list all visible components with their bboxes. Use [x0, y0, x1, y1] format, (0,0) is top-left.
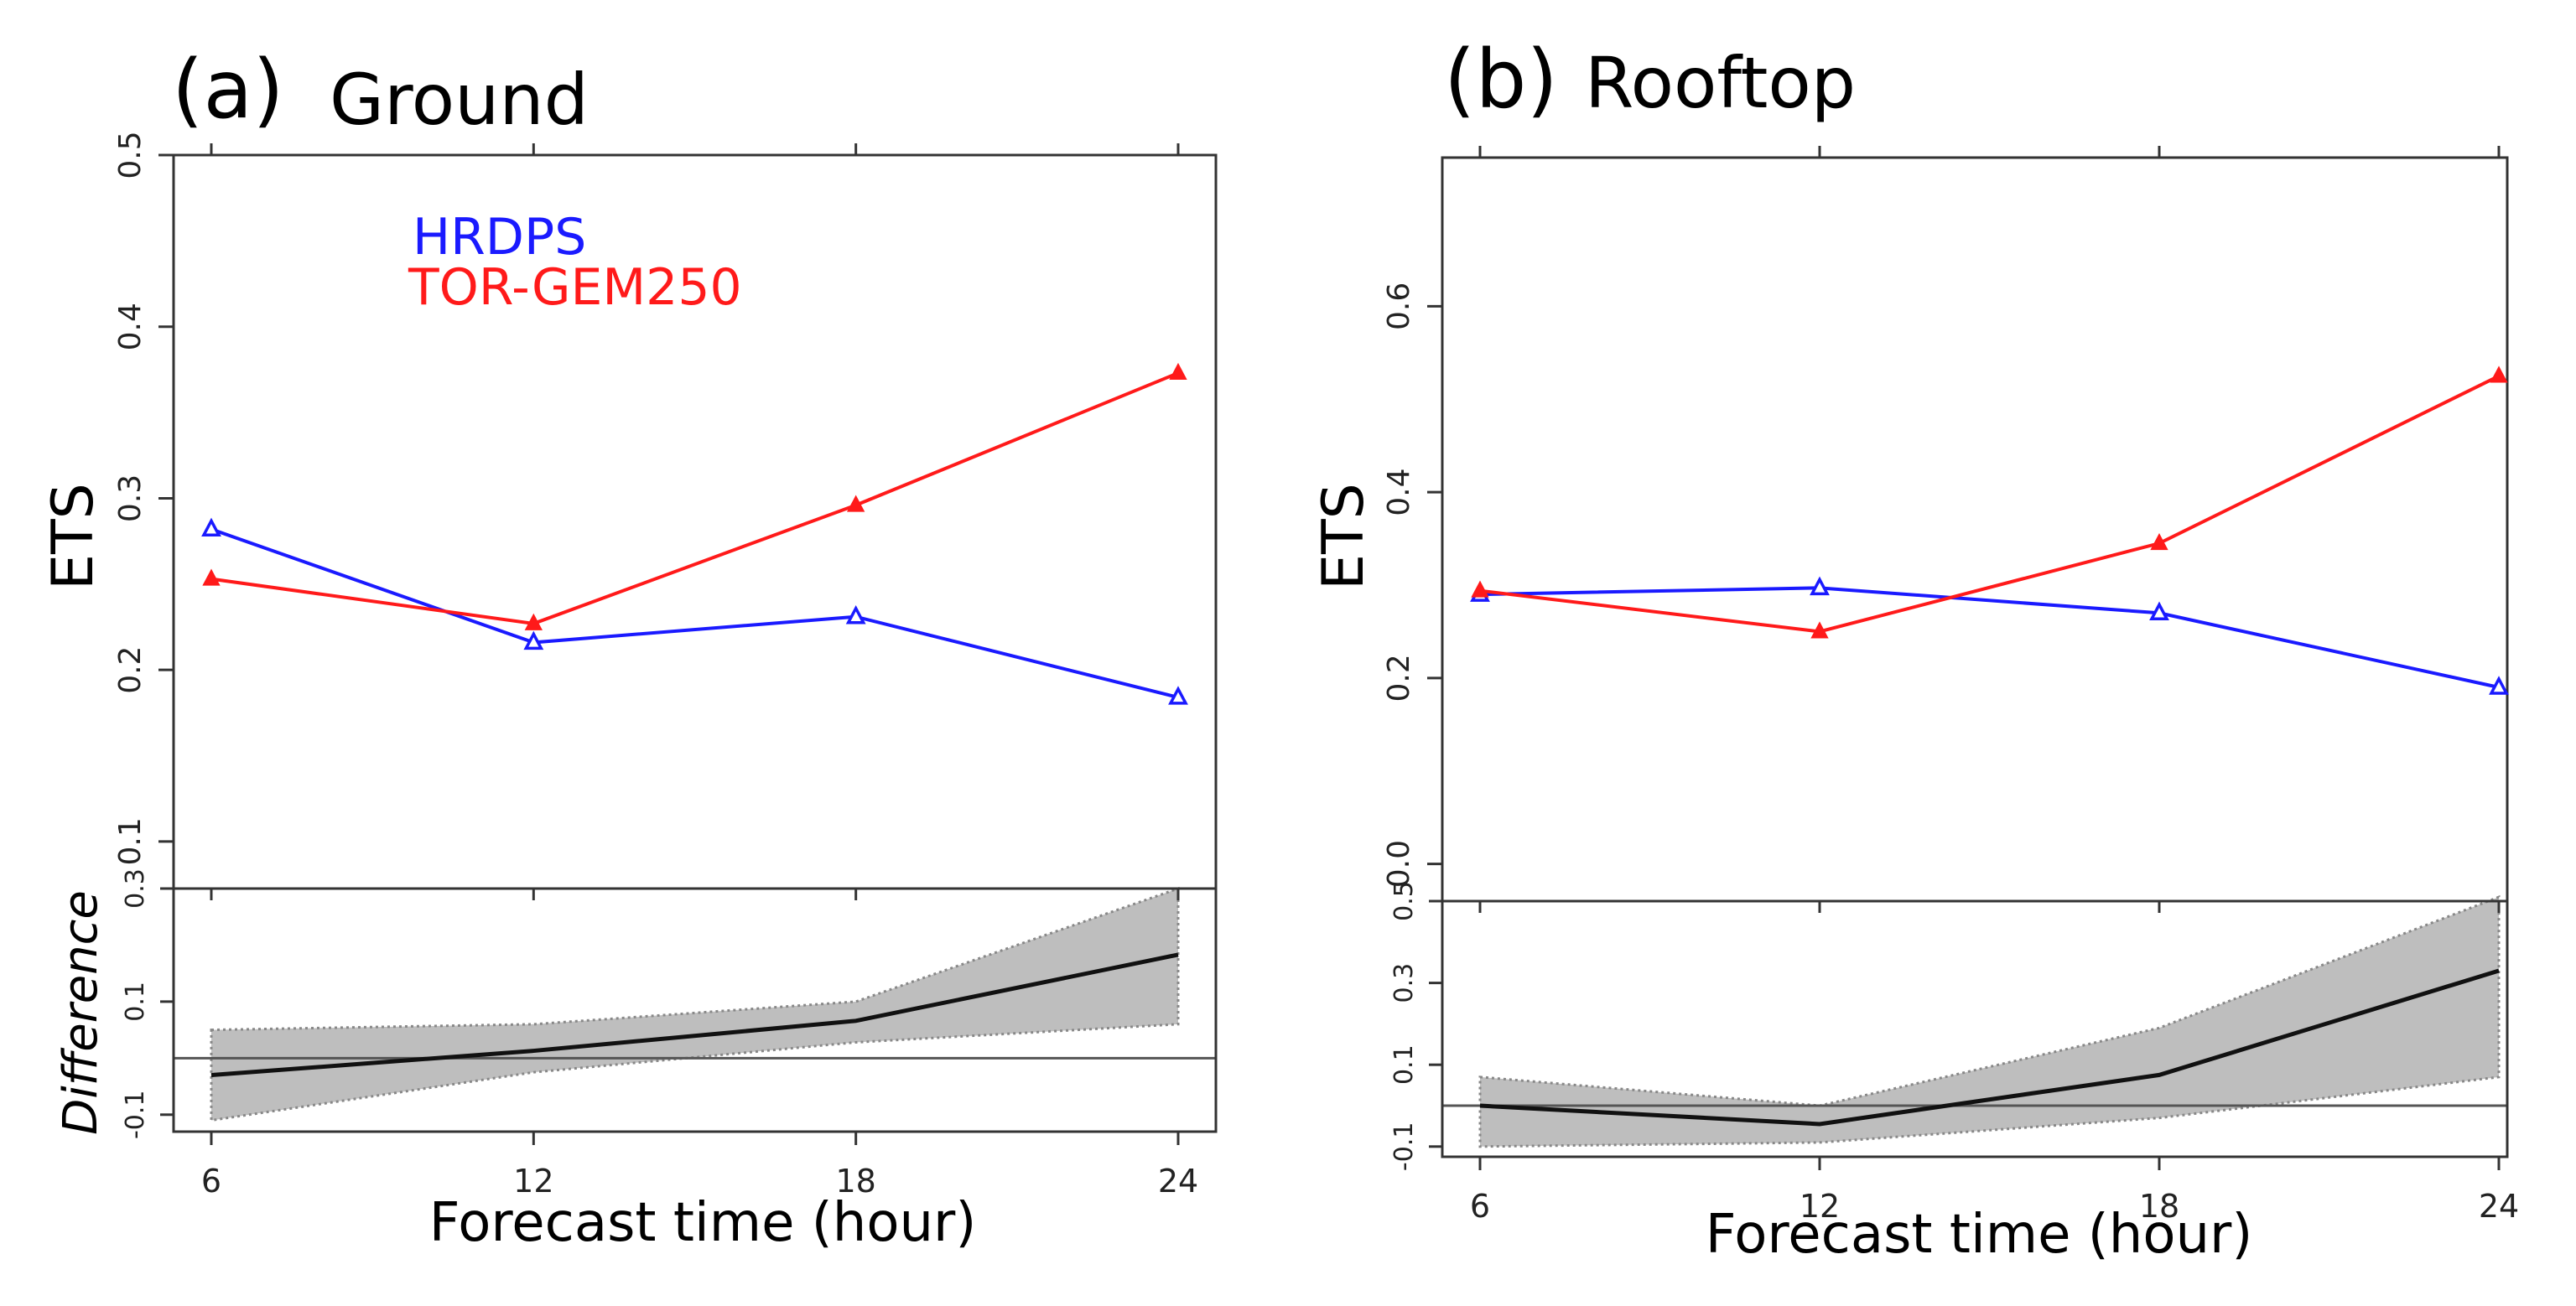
- x-tick-label: 12: [513, 1163, 553, 1200]
- difference-mean-line: [1479, 968, 2500, 1127]
- data-point-tor-gem250: [202, 568, 221, 586]
- y-tick-label: 0.2: [113, 646, 148, 694]
- panel-b-xlabel: Forecast time (hour): [1706, 1204, 2253, 1266]
- panel-b-tag: (b): [1444, 33, 1558, 127]
- x-tick-label: 18: [835, 1163, 875, 1200]
- legend-hrdps: HRDPS: [413, 208, 586, 267]
- difference-y-tick-label: 0.1: [121, 982, 150, 1022]
- data-point-tor-gem250: [847, 495, 865, 512]
- difference-confidence-band: [1478, 894, 2501, 1148]
- x-tick-label: 18: [2139, 1188, 2179, 1225]
- main-plot-frame: [1441, 156, 2509, 903]
- data-point-tor-gem250: [2150, 532, 2168, 551]
- panel-a-diff-ylabel: Difference: [54, 890, 108, 1135]
- y-tick-label: 0.1: [113, 817, 148, 865]
- panel-a-tag: (a): [172, 43, 284, 137]
- y-tick-label: 0.0: [1382, 840, 1416, 888]
- data-point-tor-gem250: [1471, 580, 1489, 598]
- difference-y-tick-label: 0.5: [1389, 881, 1419, 921]
- y-tick-label: 0.5: [113, 131, 148, 179]
- x-tick-label: 6: [1470, 1188, 1490, 1225]
- series-line-tor-gem250: [210, 371, 1179, 625]
- data-point-hrdps: [201, 517, 221, 537]
- series-line-hrdps: [1479, 586, 2500, 689]
- legend-tor-gem250: TOR-GEM250: [408, 258, 742, 317]
- series-line-hrdps: [210, 527, 1179, 699]
- data-point-hrdps: [2149, 601, 2169, 621]
- panel-a-ylabel: ETS: [40, 483, 106, 590]
- data-point-hrdps: [845, 604, 866, 624]
- difference-y-tick-label: 0.3: [121, 868, 150, 909]
- data-point-hrdps: [1810, 576, 1830, 596]
- panel-b-ylabel: ETS: [1311, 483, 1377, 590]
- x-tick-label: 24: [2479, 1188, 2519, 1225]
- data-point-hrdps: [523, 630, 544, 650]
- x-tick-label: 12: [1800, 1188, 1840, 1225]
- difference-plot-frame: [172, 887, 1218, 1133]
- y-tick-label: 0.4: [1382, 469, 1416, 516]
- x-tick-label: 24: [1158, 1163, 1198, 1200]
- data-point-tor-gem250: [1169, 362, 1187, 381]
- data-point-tor-gem250: [2490, 365, 2508, 383]
- difference-plot-frame: [1441, 899, 2509, 1158]
- panel-b: 0.0 0.2 0.4 0.6 -0.1 0.1 0.3 0.5 6 12 18 24: [1382, 146, 2519, 1225]
- panel-b-title: Rooftop: [1585, 42, 1856, 124]
- difference-confidence-band: [210, 886, 1180, 1122]
- data-point-tor-gem250: [1810, 621, 1829, 639]
- difference-y-tick-label: 0.1: [1389, 1044, 1419, 1085]
- y-tick-label: 0.4: [113, 303, 148, 350]
- data-point-hrdps: [1168, 686, 1188, 705]
- difference-y-tick-label: -0.1: [121, 1090, 150, 1139]
- panel-a-xlabel: Forecast time (hour): [429, 1192, 977, 1254]
- difference-y-tick-label: 0.3: [1389, 963, 1419, 1003]
- series-line-tor-gem250: [1479, 374, 2500, 634]
- data-point-tor-gem250: [524, 613, 543, 630]
- y-tick-label: 0.2: [1382, 654, 1416, 702]
- y-tick-label: 0.3: [113, 474, 148, 522]
- x-tick-label: 6: [201, 1163, 221, 1200]
- difference-y-tick-label: -0.1: [1389, 1122, 1419, 1172]
- panel-a: 0.1 0.2 0.3 0.4 0.5 -0.1 0.1 0.3 6 12 18 24: [113, 131, 1218, 1200]
- data-point-hrdps: [2489, 676, 2509, 695]
- y-tick-label: 0.6: [1382, 282, 1416, 330]
- panel-a-title: Ground: [330, 59, 589, 141]
- difference-mean-line: [210, 952, 1179, 1078]
